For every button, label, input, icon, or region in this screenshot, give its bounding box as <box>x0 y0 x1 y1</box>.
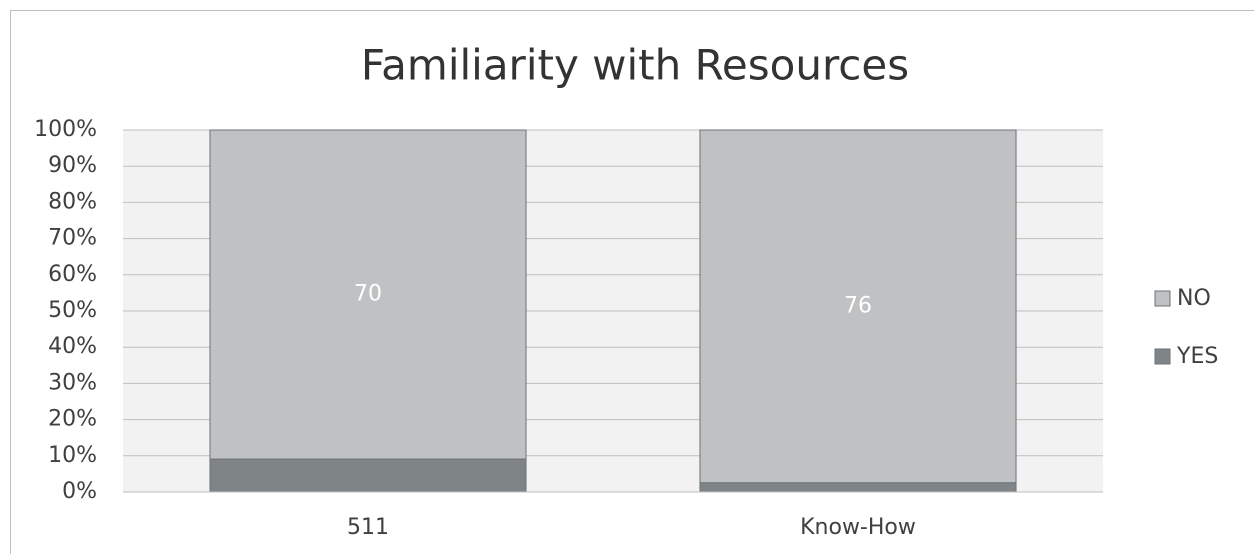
y-tick-label: 100% <box>34 117 97 142</box>
y-tick-label: 10% <box>48 443 97 468</box>
x-tick-label: 511 <box>347 515 389 540</box>
legend-swatch <box>1154 348 1171 365</box>
bar-segment <box>699 129 1017 484</box>
legend-swatch <box>1154 290 1171 307</box>
y-tick-label: 50% <box>48 298 97 323</box>
y-tick-label: 20% <box>48 407 97 432</box>
data-label: 70 <box>354 282 382 307</box>
legend-label: NO <box>1177 286 1211 311</box>
y-tick-label: 30% <box>48 370 97 395</box>
bar-segment <box>699 482 1017 493</box>
data-label: 76 <box>844 293 872 318</box>
bar-segment <box>209 129 527 460</box>
legend-label: YES <box>1176 344 1218 369</box>
chart-title: Familiarity with Resources <box>361 41 909 90</box>
y-tick-label: 70% <box>48 226 97 251</box>
bar-segment <box>209 458 527 493</box>
y-tick-label: 40% <box>48 334 97 359</box>
y-tick-label: 80% <box>48 189 97 214</box>
x-tick-label: Know-How <box>800 515 916 540</box>
y-tick-label: 90% <box>48 153 97 178</box>
y-tick-label: 0% <box>62 479 97 504</box>
y-tick-label: 60% <box>48 262 97 287</box>
